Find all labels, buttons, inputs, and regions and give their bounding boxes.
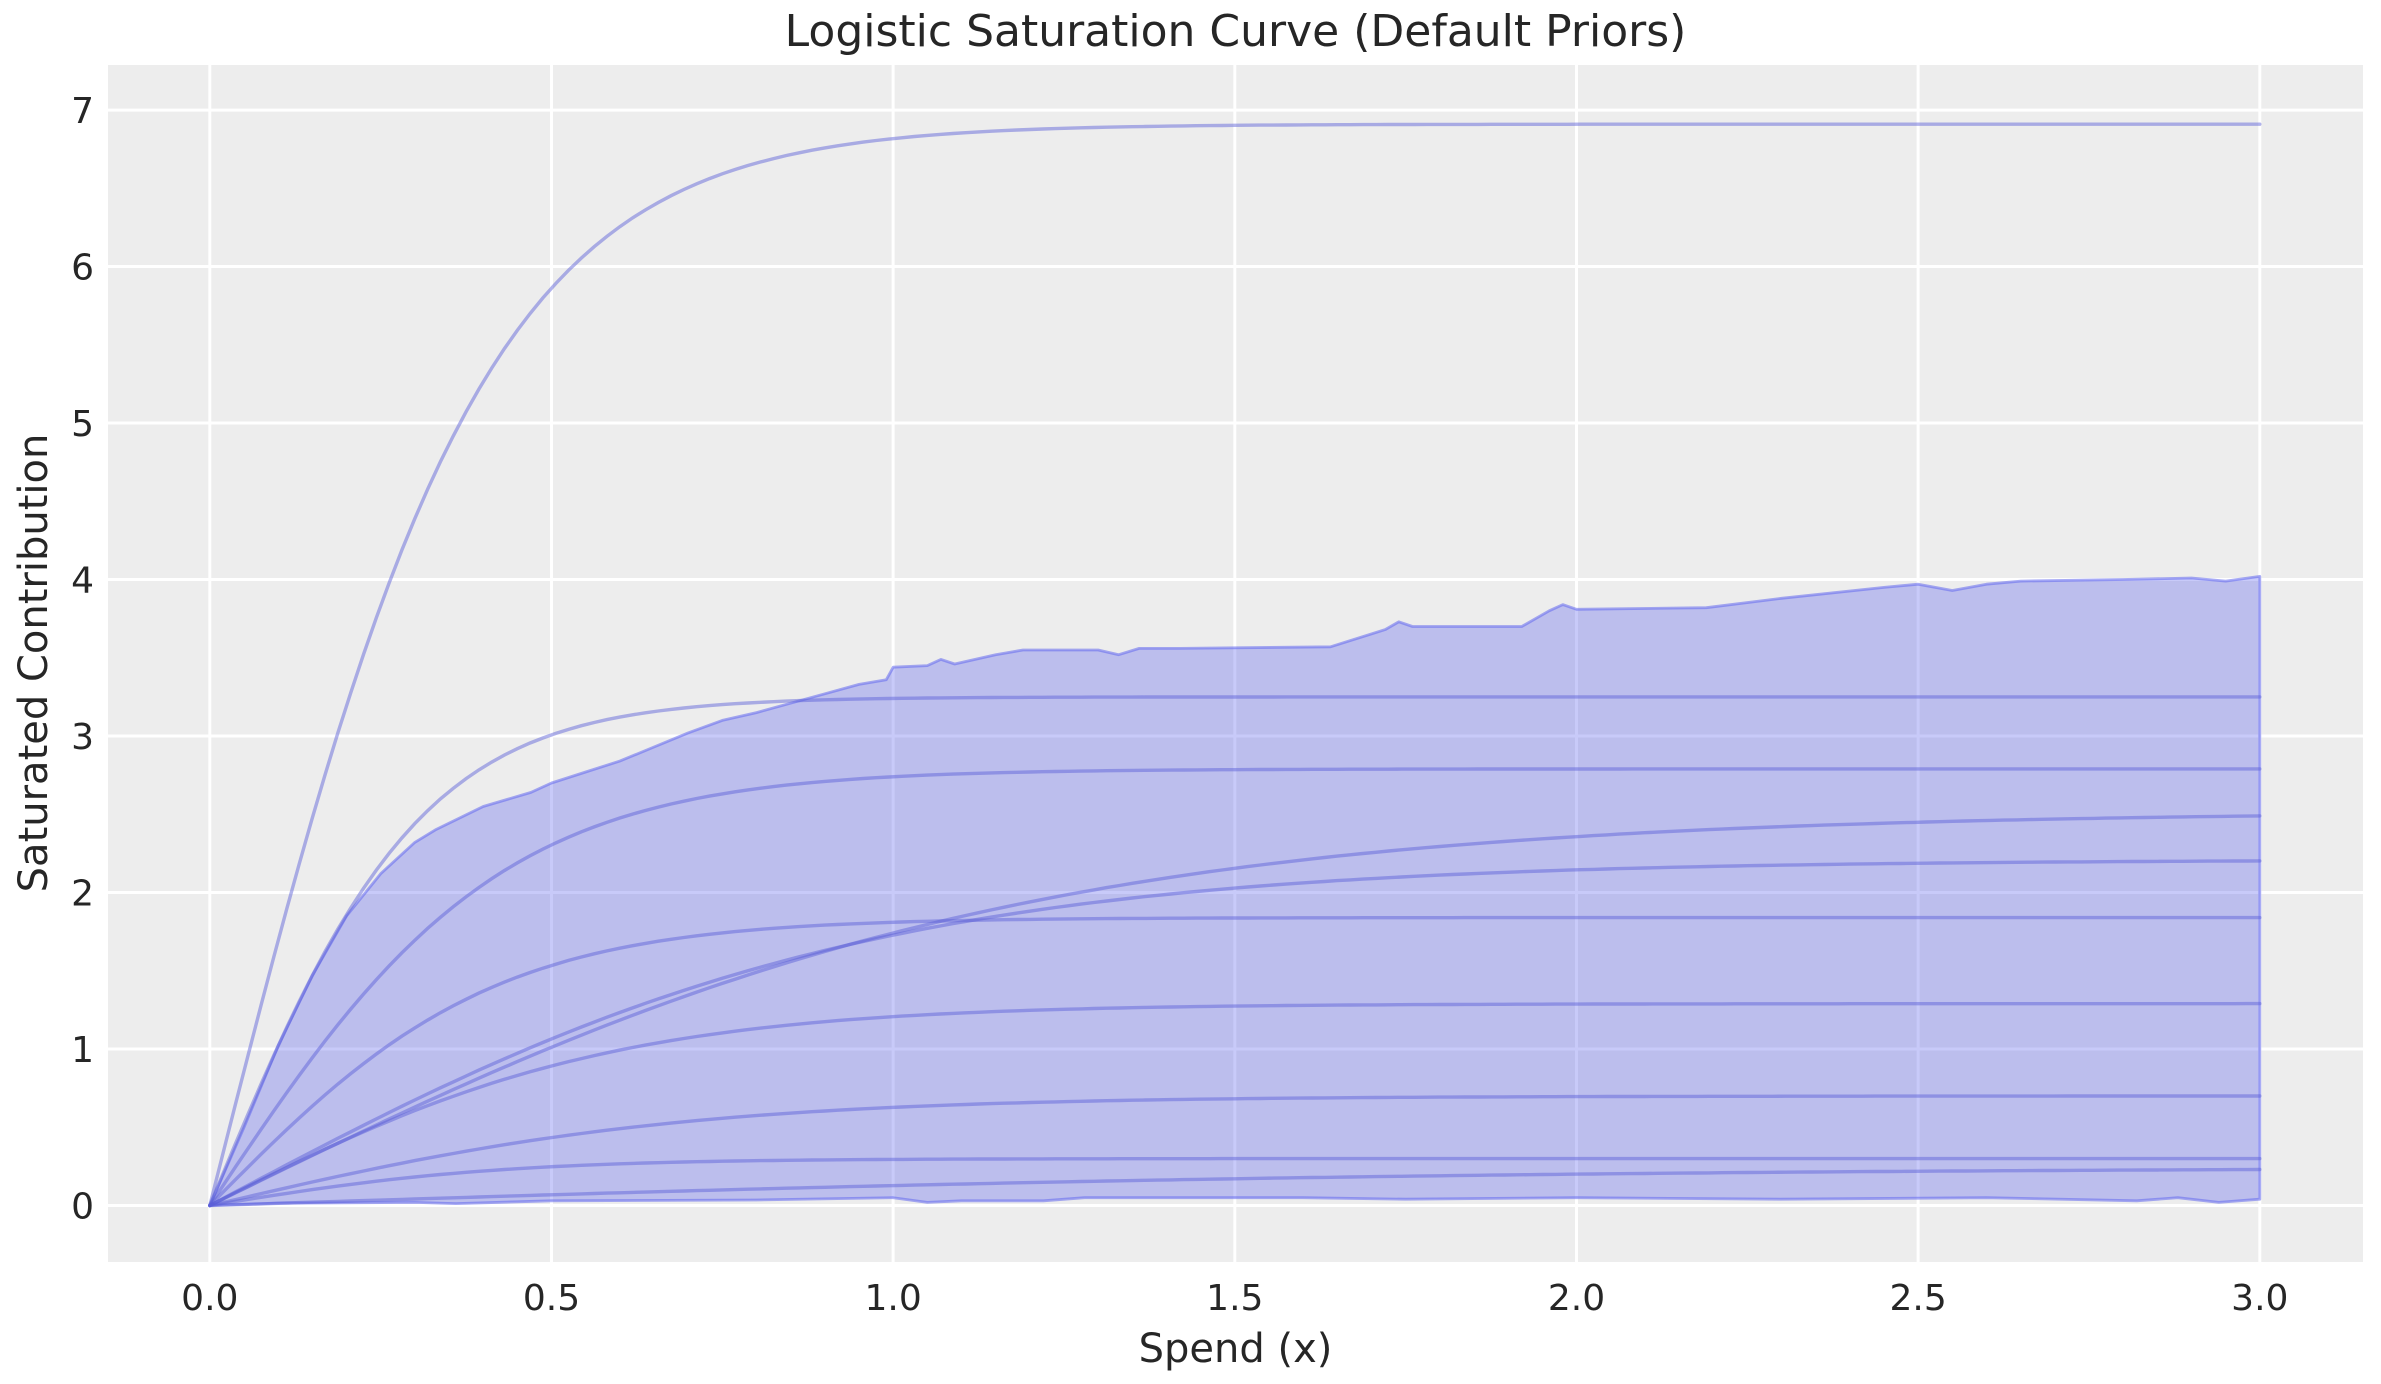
x-tick-label: 2.0 xyxy=(1548,1278,1605,1319)
y-tick-label: 5 xyxy=(71,404,94,445)
sample-curve xyxy=(208,1156,2262,1208)
y-tick-label: 0 xyxy=(71,1187,94,1228)
x-axis-label: Spend (x) xyxy=(1138,1326,1333,1372)
x-tick-label: 1.0 xyxy=(865,1278,922,1319)
y-tick-label: 1 xyxy=(71,1030,94,1071)
sample-curve xyxy=(208,1094,2262,1208)
y-tick-label: 4 xyxy=(71,561,94,602)
y-tick-label: 6 xyxy=(71,248,94,289)
y-tick-label: 2 xyxy=(71,874,94,915)
x-tick-label: 0.5 xyxy=(523,1278,580,1319)
y-tick-label: 7 xyxy=(71,91,94,132)
x-tick-label: 0.0 xyxy=(181,1278,238,1319)
y-tick-label: 3 xyxy=(71,717,94,758)
sample-curve xyxy=(208,695,2262,1208)
sample-curve xyxy=(208,814,2262,1208)
x-tick-label: 2.5 xyxy=(1890,1278,1947,1319)
sample-curve xyxy=(208,915,2262,1208)
sample-curve xyxy=(208,1167,2262,1208)
sample-curve xyxy=(208,767,2262,1208)
y-axis-label: Saturated Contribution xyxy=(11,433,57,893)
sample-curve xyxy=(208,859,2262,1208)
x-tick-label: 3.0 xyxy=(2231,1278,2288,1319)
hdi-band xyxy=(208,575,2262,1207)
x-tick-label: 1.5 xyxy=(1206,1278,1263,1319)
chart-title: Logistic Saturation Curve (Default Prior… xyxy=(784,6,1687,57)
sample-curve xyxy=(208,122,2262,1208)
sample-curve xyxy=(208,1001,2262,1208)
